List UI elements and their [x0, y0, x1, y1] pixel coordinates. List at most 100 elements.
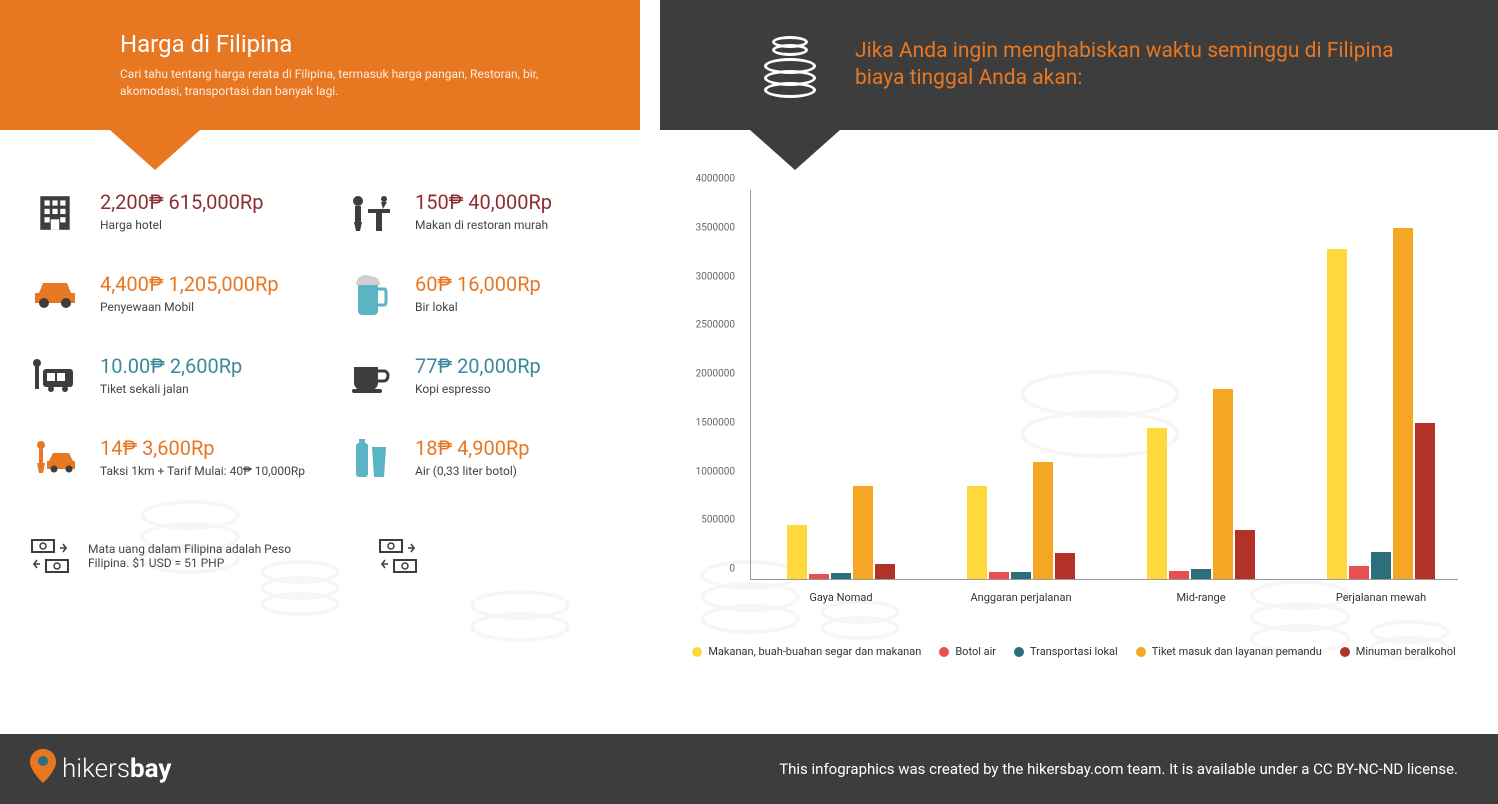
- price-label: Taksi 1km + Tarif Mulai: 40₱ 10,000Rp: [100, 464, 305, 478]
- bar-group: Mid-range: [1131, 389, 1271, 579]
- page-subtitle: Cari tahu tentang harga rerata di Filipi…: [120, 66, 570, 100]
- price-label: Bir lokal: [415, 300, 541, 314]
- x-label: Gaya Nomad: [809, 591, 872, 604]
- beer-icon: [345, 272, 395, 317]
- bar: [1371, 552, 1391, 579]
- price-amount: 60₱ 16,000Rp: [415, 272, 541, 296]
- currency-note: Mata uang dalam Filipina adalah Peso Fil…: [30, 538, 660, 573]
- y-tick: 3000000: [696, 271, 735, 282]
- y-tick: 1000000: [696, 466, 735, 477]
- price-label: Kopi espresso: [415, 382, 541, 396]
- bar: [1213, 389, 1233, 579]
- legend-swatch: [1014, 647, 1024, 657]
- legend-label: Botol air: [955, 645, 996, 658]
- header-right: Jika Anda ingin menghabiskan waktu semin…: [660, 0, 1498, 130]
- currency-text: Mata uang dalam Filipina adalah Peso Fil…: [88, 542, 318, 570]
- bar: [809, 574, 829, 579]
- bar: [1191, 569, 1211, 579]
- y-tick: 2500000: [696, 320, 735, 331]
- bar: [1011, 572, 1031, 579]
- x-label: Anggaran perjalanan: [970, 591, 1071, 604]
- price-amount: 2,200₱ 615,000Rp: [100, 190, 263, 214]
- bar: [1055, 553, 1075, 579]
- legend-label: Minuman beralkohol: [1356, 645, 1456, 658]
- legend-label: Transportasi lokal: [1030, 645, 1118, 658]
- page-title: Harga di Filipina: [120, 30, 640, 58]
- y-tick: 500000: [701, 515, 735, 526]
- price-item: 60₱ 16,000Rp Bir lokal: [345, 272, 660, 330]
- chart-panel: 0 500000 1000000 1500000 2000000 2500000 30000…: [660, 190, 1498, 734]
- taxi-icon: [30, 436, 80, 481]
- bar: [787, 525, 807, 579]
- bar: [831, 573, 851, 579]
- bar: [875, 564, 895, 579]
- content: 2,200₱ 615,000Rp Harga hotel 4,400₱ 1,20…: [0, 130, 1498, 734]
- bar: [1393, 228, 1413, 579]
- y-tick: 1500000: [696, 417, 735, 428]
- bar: [1327, 249, 1347, 579]
- y-tick: 4000000: [696, 174, 735, 185]
- legend-swatch: [692, 647, 702, 657]
- header-right-title: Jika Anda ingin menghabiskan waktu semin…: [855, 38, 1415, 93]
- price-amount: 150₱ 40,000Rp: [415, 190, 552, 214]
- legend-item: Minuman beralkohol: [1340, 645, 1456, 658]
- price-item: 150₱ 40,000Rp Makan di restoran murah: [345, 190, 660, 248]
- legend-swatch: [939, 647, 949, 657]
- bar: [967, 486, 987, 579]
- bar: [1169, 571, 1189, 579]
- coffee-icon: [345, 354, 395, 399]
- header-left: Harga di Filipina Cari tahu tentang harg…: [0, 0, 640, 130]
- logo-text-bold: bay: [130, 754, 171, 784]
- bar: [1033, 462, 1053, 579]
- price-list: 2,200₱ 615,000Rp Harga hotel 4,400₱ 1,20…: [0, 190, 660, 734]
- legend-label: Tiket masuk dan layanan pemandu: [1152, 645, 1322, 658]
- x-label: Perjalanan mewah: [1336, 591, 1426, 604]
- bar: [989, 572, 1009, 579]
- pin-icon: [30, 749, 56, 790]
- x-label: Mid-range: [1176, 591, 1225, 604]
- spending-chart: 0 500000 1000000 1500000 2000000 2500000 30000…: [680, 190, 1468, 640]
- legend-item: Transportasi lokal: [1014, 645, 1118, 658]
- chart-legend: Makanan, buah-buahan segar dan makanan Bo…: [680, 640, 1468, 658]
- price-label: Harga hotel: [100, 218, 263, 232]
- footer-logo: hikersbay: [30, 749, 171, 790]
- price-item: 10.00₱ 2,600Rp Tiket sekali jalan: [30, 354, 345, 412]
- bar: [853, 486, 873, 579]
- legend-item: Tiket masuk dan layanan pemandu: [1136, 645, 1322, 658]
- price-label: Air (0,33 liter botol): [415, 464, 530, 478]
- price-amount: 18₱ 4,900Rp: [415, 436, 530, 460]
- price-label: Penyewaan Mobil: [100, 300, 279, 314]
- legend-swatch: [1136, 647, 1146, 657]
- coins-icon: [750, 25, 830, 105]
- legend-item: Makanan, buah-buahan segar dan makanan: [692, 645, 921, 658]
- bus-icon: [30, 354, 80, 399]
- y-tick: 0: [729, 564, 735, 575]
- logo-text-pre: hikers: [62, 754, 130, 784]
- price-amount: 4,400₱ 1,205,000Rp: [100, 272, 279, 296]
- exchange-icon: [378, 538, 418, 573]
- bar-group: Perjalanan mewah: [1311, 228, 1451, 579]
- header: Harga di Filipina Cari tahu tentang harg…: [0, 0, 1498, 130]
- price-label: Tiket sekali jalan: [100, 382, 242, 396]
- price-item: 18₱ 4,900Rp Air (0,33 liter botol): [345, 436, 660, 494]
- price-amount: 10.00₱ 2,600Rp: [100, 354, 242, 378]
- water-icon: [345, 436, 395, 481]
- footer: hikersbay This infographics was created …: [0, 734, 1498, 804]
- bar: [1147, 428, 1167, 579]
- price-item: 14₱ 3,600Rp Taksi 1km + Tarif Mulai: 40₱…: [30, 436, 345, 494]
- price-item: 4,400₱ 1,205,000Rp Penyewaan Mobil: [30, 272, 345, 330]
- bar: [1415, 423, 1435, 579]
- price-item: 2,200₱ 615,000Rp Harga hotel: [30, 190, 345, 248]
- exchange-icon: [30, 538, 70, 573]
- legend-swatch: [1340, 647, 1350, 657]
- y-tick: 3500000: [696, 222, 735, 233]
- price-amount: 14₱ 3,600Rp: [100, 436, 305, 460]
- bar-group: Anggaran perjalanan: [951, 462, 1091, 579]
- y-tick: 2000000: [696, 369, 735, 380]
- bar-group: Gaya Nomad: [771, 486, 911, 579]
- car-icon: [30, 272, 80, 317]
- price-item: 77₱ 20,000Rp Kopi espresso: [345, 354, 660, 412]
- legend-item: Botol air: [939, 645, 996, 658]
- footer-text: This infographics was created by the hik…: [779, 760, 1458, 778]
- bar: [1349, 566, 1369, 579]
